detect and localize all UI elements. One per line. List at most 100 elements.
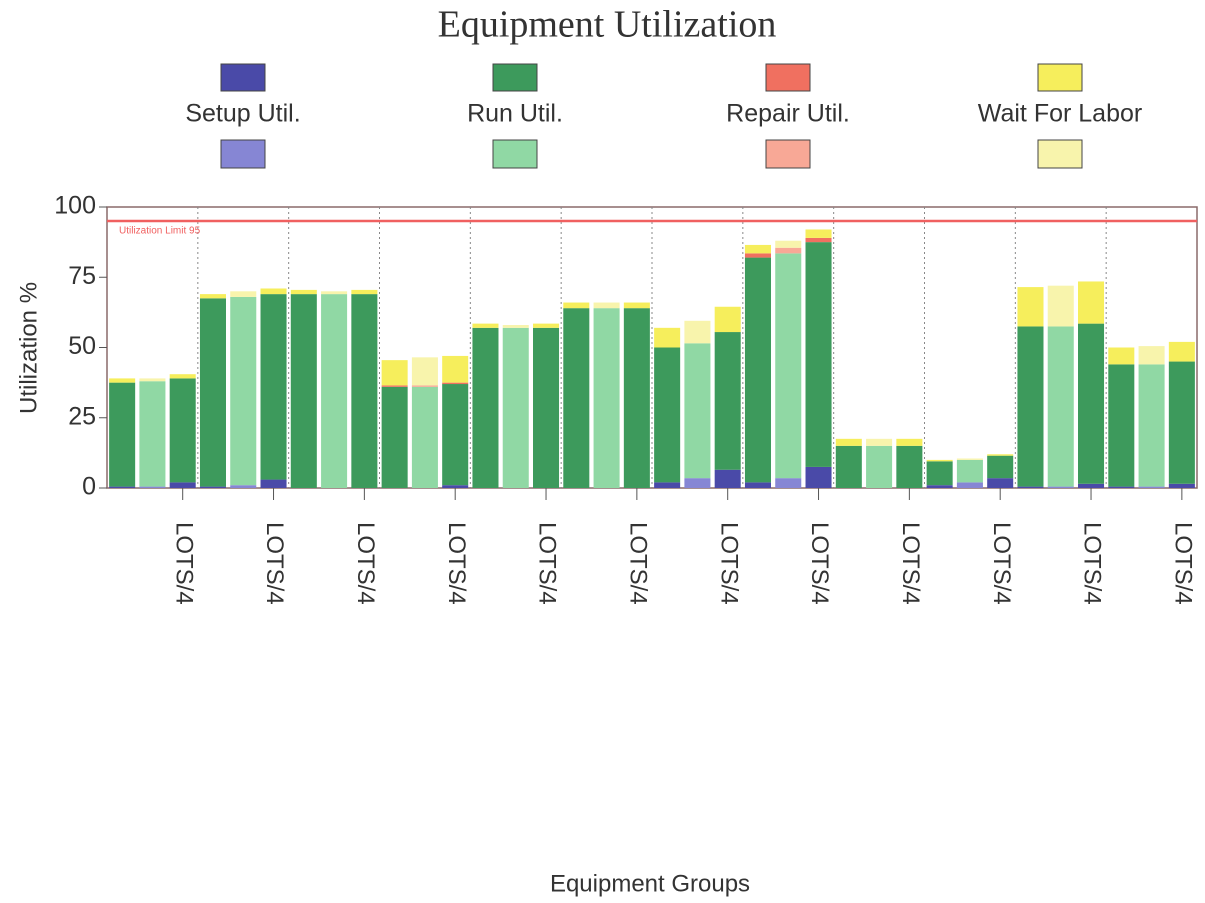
bar-segment xyxy=(896,438,923,446)
bar-segment xyxy=(169,378,196,483)
x-tick-label: LOTS/4 xyxy=(352,522,379,605)
bar-segment xyxy=(684,343,711,479)
x-tick-label: LOTS/4 xyxy=(534,522,561,605)
x-tick-label: LOTS/4 xyxy=(715,522,742,605)
y-tick-label: 100 xyxy=(54,192,96,220)
bar-segment xyxy=(411,385,438,387)
bar-segment xyxy=(260,294,287,480)
x-tick-label: LOTS/4 xyxy=(170,522,197,605)
bar-segment xyxy=(956,482,983,488)
bar-segment xyxy=(926,485,953,488)
bar-segment xyxy=(1078,483,1105,488)
bar-segment xyxy=(1138,364,1165,487)
bar-segment xyxy=(1138,346,1165,365)
bar-segment xyxy=(199,486,226,488)
x-tick-label: LOTS/4 xyxy=(625,522,652,605)
bar-segment xyxy=(442,485,469,488)
legend-swatch xyxy=(1037,63,1083,92)
x-tick-label: LOTS/4 xyxy=(988,522,1015,605)
bar-segment xyxy=(926,459,953,462)
bar-segment xyxy=(290,289,317,295)
bar-segment xyxy=(654,347,681,483)
bar-segment xyxy=(1017,486,1044,488)
bar-segment xyxy=(1078,323,1105,484)
bar-segment xyxy=(533,327,560,488)
bar-segment xyxy=(775,240,802,248)
bar-segment xyxy=(109,486,136,488)
bar-segment xyxy=(1168,361,1195,484)
x-tick-label: LOTS/4 xyxy=(261,522,288,605)
bar-segment xyxy=(1047,486,1074,488)
bar-segment xyxy=(623,308,650,488)
bar-segment xyxy=(744,253,771,258)
bar-segment xyxy=(744,244,771,254)
bar-segment xyxy=(714,332,741,470)
legend-swatch xyxy=(220,139,266,169)
bar-segment xyxy=(502,325,529,328)
legend-swatch xyxy=(765,139,811,169)
bar-segment xyxy=(321,294,348,488)
y-axis-title: Utilization % xyxy=(15,282,42,414)
bar-segment xyxy=(835,438,862,446)
legend-label: Run Util. xyxy=(467,100,563,128)
bar-segment xyxy=(805,229,832,238)
bar-segment xyxy=(351,289,378,295)
bar-segment xyxy=(956,459,983,483)
bar-segment xyxy=(199,294,226,299)
bar-segment xyxy=(230,296,257,486)
bar-segment xyxy=(926,461,953,486)
bar-segment xyxy=(472,323,499,328)
bar-segment xyxy=(1168,341,1195,362)
bar-segment xyxy=(442,382,469,385)
x-tick-label: LOTS/4 xyxy=(443,522,470,605)
bar-segment xyxy=(381,360,408,386)
bar-segment xyxy=(805,242,832,467)
bar-segment xyxy=(654,327,681,348)
x-tick-label: LOTS/4 xyxy=(806,522,833,605)
bar-segment xyxy=(987,455,1014,479)
bar-segment xyxy=(1047,285,1074,327)
legend-label: Setup Util. xyxy=(185,100,300,128)
bar-segment xyxy=(290,294,317,488)
bar-segment xyxy=(775,478,802,488)
bar-segment xyxy=(987,454,1014,456)
bar-segment xyxy=(502,327,529,488)
bar-segment xyxy=(1108,486,1135,488)
bar-segment xyxy=(351,294,378,488)
bar-segment xyxy=(109,378,136,383)
x-tick-label: LOTS/4 xyxy=(897,522,924,605)
bar-segment xyxy=(835,445,862,488)
bar-segment xyxy=(169,374,196,379)
bar-segment xyxy=(744,257,771,483)
bar-segment xyxy=(199,298,226,487)
bar-segment xyxy=(1047,326,1074,487)
bar-segment xyxy=(866,445,893,488)
x-tick-label: LOTS/4 xyxy=(1079,522,1106,605)
x-tick-label: LOTS/4 xyxy=(1170,522,1197,605)
legend-label: Wait For Labor xyxy=(978,100,1142,128)
bar-segment xyxy=(139,378,166,382)
bar-segment xyxy=(563,308,590,488)
bar-segment xyxy=(623,302,650,309)
bar-segment xyxy=(775,253,802,479)
bar-segment xyxy=(714,469,741,488)
bar-segment xyxy=(411,386,438,488)
bar-segment xyxy=(109,382,136,487)
bar-segment xyxy=(775,247,802,254)
bar-segment xyxy=(169,482,196,488)
bar-segment xyxy=(1138,486,1165,488)
bar-segment xyxy=(684,478,711,488)
bar-segment xyxy=(1168,483,1195,488)
bar-segment xyxy=(442,355,469,383)
bar-segment xyxy=(260,479,287,488)
legend-swatch xyxy=(1037,139,1083,169)
bar-segment xyxy=(381,386,408,488)
bar-segment xyxy=(260,288,287,295)
bar-segment xyxy=(744,482,771,488)
bar-segment xyxy=(442,384,469,486)
y-tick-label: 0 xyxy=(82,473,96,501)
bar-segment xyxy=(896,445,923,488)
bar-segment xyxy=(956,458,983,460)
legend-swatch xyxy=(492,63,538,92)
